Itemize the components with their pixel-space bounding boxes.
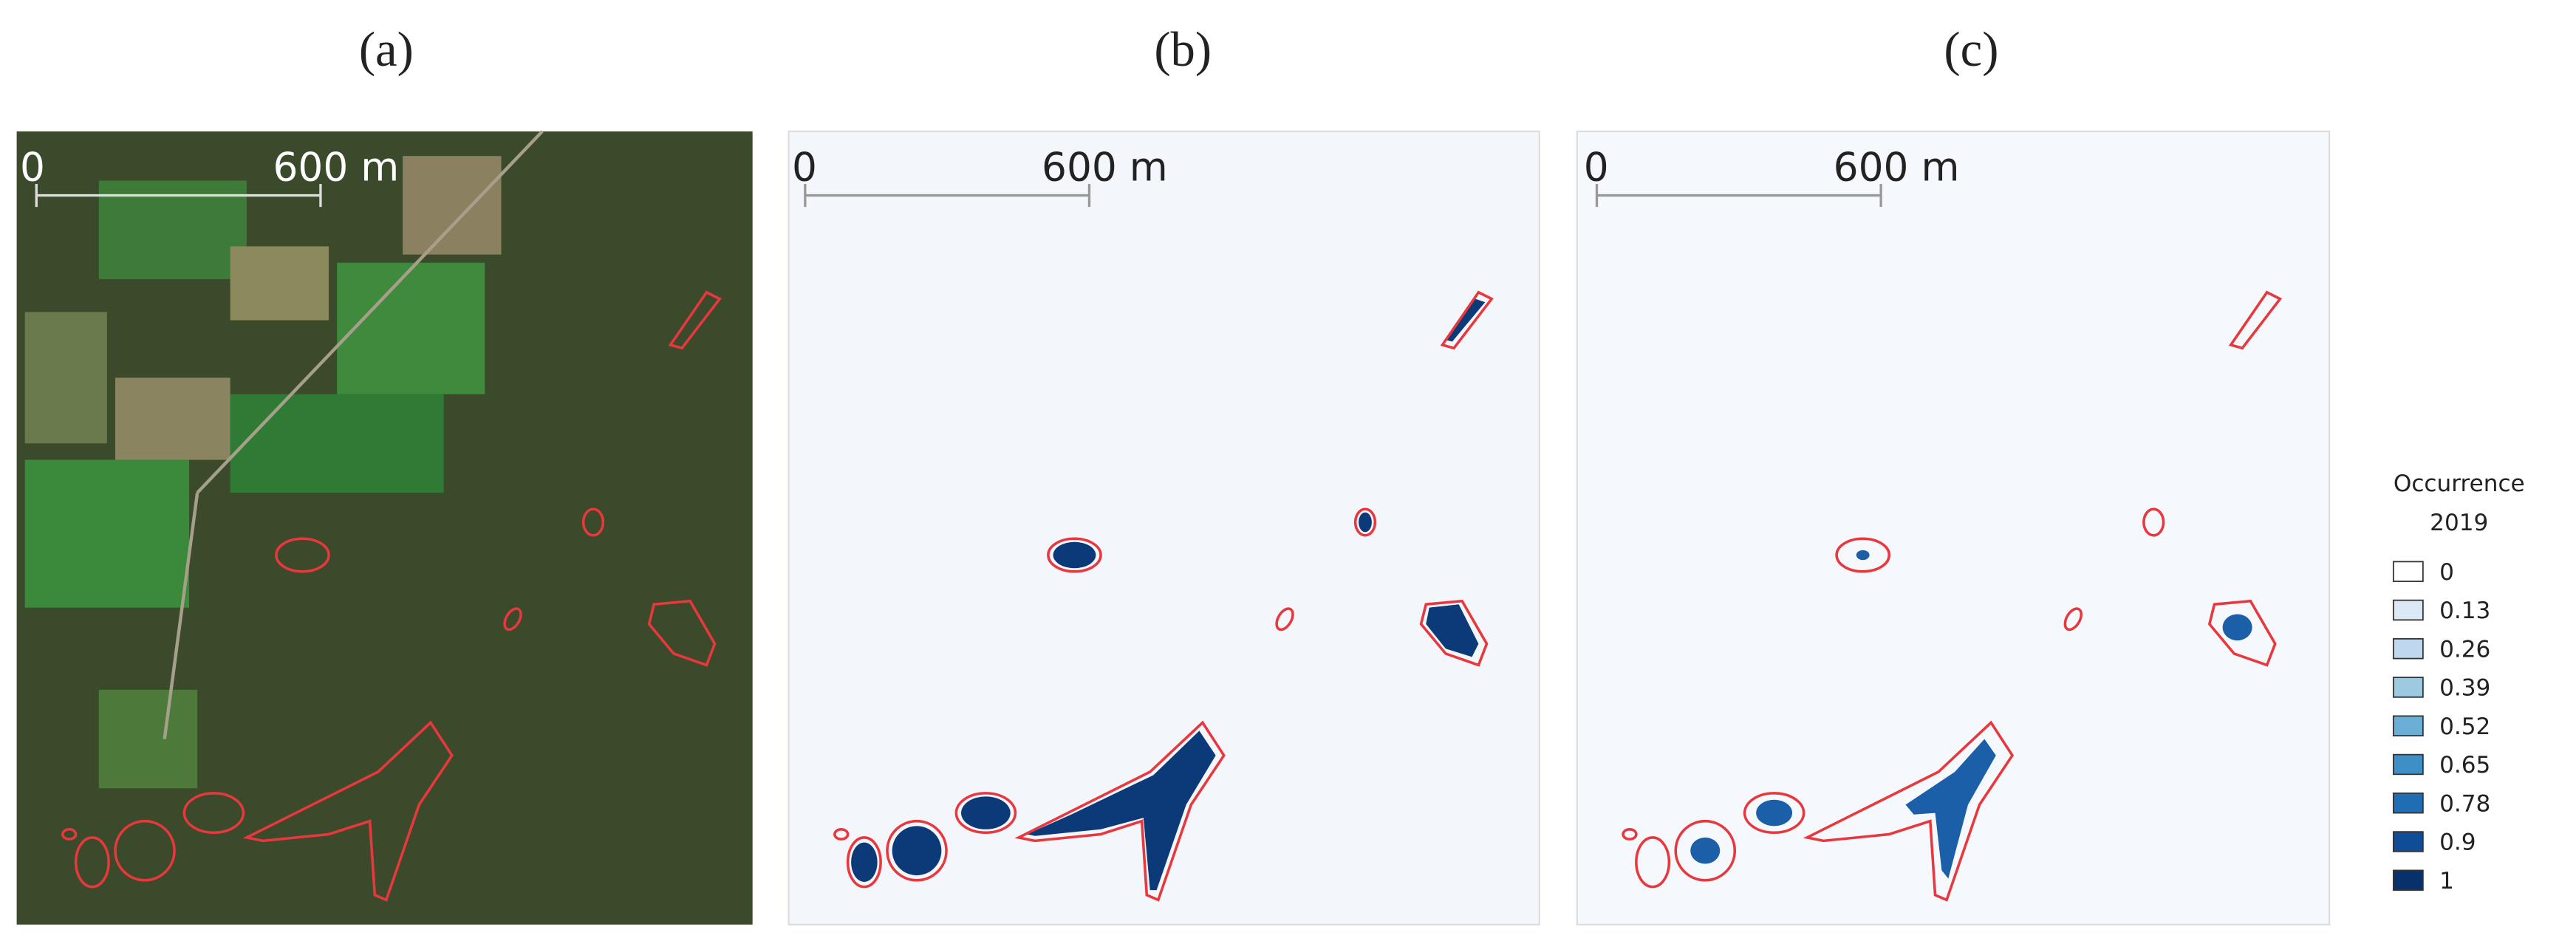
scale-end: 600 m: [1042, 144, 1168, 191]
legend-swatch: [2392, 869, 2424, 891]
scale-start: 0: [1584, 144, 1609, 191]
legend-swatch: [2392, 753, 2424, 776]
legend-label: 0.9: [2439, 829, 2476, 856]
legend-swatch: [2392, 831, 2424, 852]
legend-swatch: [2392, 561, 2424, 582]
legend-label: 0.65: [2439, 752, 2490, 779]
legend-label: 0: [2439, 559, 2454, 586]
legend-swatch: [2392, 638, 2424, 660]
panel-b: 0 600 m: [788, 130, 1540, 925]
panel-label: (c): [1944, 23, 1998, 77]
scale-start: 0: [792, 144, 817, 191]
legend-swatch: [2392, 599, 2424, 621]
panel-c: 0 600 m: [1576, 130, 2331, 925]
legend-swatch: [2392, 715, 2424, 736]
legend-label: 1: [2439, 868, 2454, 894]
legend-swatch: [2392, 793, 2424, 814]
panel-label: (a): [359, 23, 414, 77]
legend-title: 2019: [2430, 510, 2488, 536]
legend-label: 0.52: [2439, 714, 2490, 740]
legend: Occurrence 2019 0 0.13 0.26 0.39 0.52 0.65 0.7…: [2392, 470, 2525, 894]
panel-a: 0 600 m: [16, 130, 753, 925]
scale-start: 0: [20, 144, 45, 191]
legend-label: 0.78: [2439, 790, 2490, 817]
legend-label: 0.26: [2439, 636, 2490, 663]
legend-title: Occurrence: [2394, 470, 2525, 497]
legend-label: 0.13: [2439, 598, 2490, 624]
panel-label: (b): [1154, 23, 1212, 77]
legend-swatch: [2392, 677, 2424, 698]
scale-end: 600 m: [1834, 144, 1960, 191]
legend-label: 0.39: [2439, 675, 2490, 702]
scale-end: 600 m: [273, 144, 399, 191]
